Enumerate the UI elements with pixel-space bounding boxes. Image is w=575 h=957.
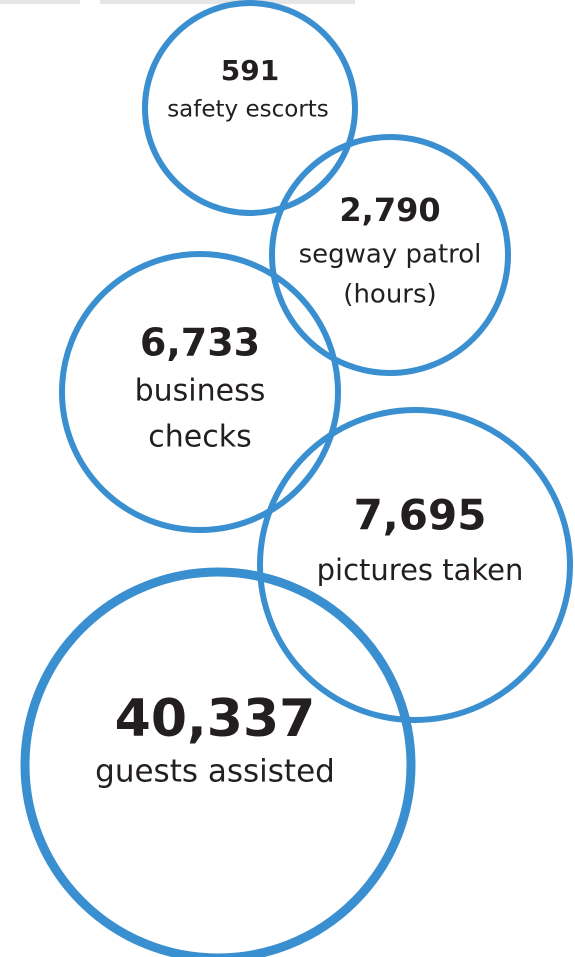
stat-value: 7,695 <box>354 491 487 540</box>
stat-value: 6,733 <box>140 321 260 365</box>
top-bar <box>100 0 355 4</box>
bubble <box>142 0 358 216</box>
stat-label: (hours) <box>343 280 436 310</box>
stat-value: 40,337 <box>115 689 316 749</box>
stat-value: 591 <box>221 54 279 87</box>
stat-label: pictures taken <box>317 553 524 587</box>
bubble <box>59 251 341 533</box>
stat-label: business <box>135 374 266 409</box>
bubble <box>269 134 511 376</box>
stat-label: checks <box>148 420 251 455</box>
top-bar <box>0 0 80 4</box>
bubble <box>257 407 573 723</box>
stat-label: guests assisted <box>95 754 335 790</box>
bubble <box>20 567 416 957</box>
stat-label: segway patrol <box>299 240 482 270</box>
stat-value: 2,790 <box>339 191 440 229</box>
stat-label: safety escorts <box>167 97 329 123</box>
